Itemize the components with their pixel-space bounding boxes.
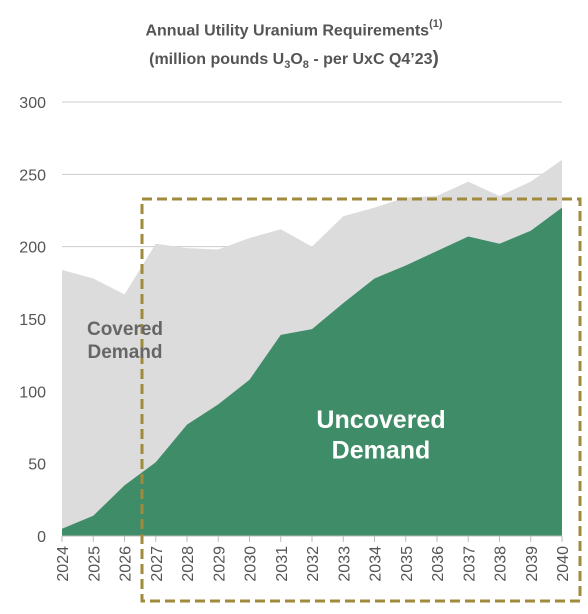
y-tick-label: 200 [19, 240, 46, 257]
x-tick-label: 2026 [118, 546, 135, 582]
x-tick-label: 2032 [305, 546, 322, 582]
uncovered-demand-label: Uncovered Demand [316, 406, 445, 465]
chart-title-line1: Annual Utility Uranium Requirements(1) [145, 18, 443, 40]
y-tick-label: 0 [37, 529, 46, 546]
y-tick-label: 300 [19, 95, 46, 112]
x-tick-label: 2030 [243, 546, 260, 582]
x-tick-label: 2033 [336, 546, 353, 582]
x-tick-label: 2038 [493, 546, 510, 582]
x-tick-label: 2035 [399, 546, 416, 582]
x-tick-label: 2036 [430, 546, 447, 582]
x-tick-label: 2037 [461, 546, 478, 582]
x-tick-label: 2039 [524, 546, 541, 582]
x-tick-label: 2024 [55, 546, 72, 582]
y-tick-label: 150 [19, 312, 46, 329]
x-tick-label: 2025 [86, 546, 103, 582]
x-tick-label: 2040 [555, 546, 572, 582]
y-tick-label: 50 [28, 457, 46, 474]
y-tick-label: 100 [19, 384, 46, 401]
covered-demand-label: Covered Demand [87, 319, 163, 363]
forecast-highlight-box [140, 197, 582, 603]
x-tick-label: 2031 [274, 546, 291, 582]
chart-title-line2: (million pounds U3O8 - per UxC Q4’23) [149, 48, 439, 72]
x-tick-label: 2027 [149, 546, 166, 582]
x-tick-label: 2028 [180, 546, 197, 582]
x-tick-label: 2029 [211, 546, 228, 582]
x-tick-label: 2034 [368, 546, 385, 582]
uncovered-demand-area [62, 207, 562, 536]
y-tick-label: 250 [19, 167, 46, 184]
